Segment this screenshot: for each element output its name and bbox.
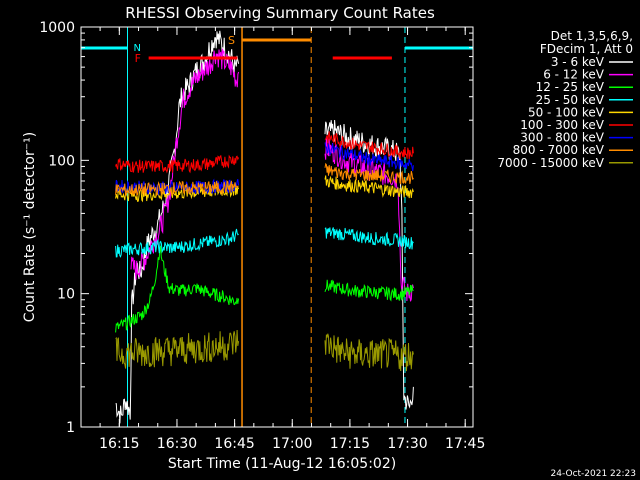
legend-entry-label: 6 - 12 keV (543, 68, 605, 82)
legend-entry-label: 12 - 25 keV (536, 80, 605, 94)
series-line-2-segment-1 (324, 279, 414, 302)
legend-header-detectors: Det 1,3,5,6,9, (551, 29, 633, 43)
legend-entry-label: 50 - 100 keV (528, 105, 605, 119)
x-tick-label: 16:45 (214, 436, 254, 452)
series-line-2-segment-0 (115, 245, 240, 333)
legend-entry-label: 3 - 6 keV (551, 55, 605, 69)
x-tick-label: 17:30 (387, 436, 427, 452)
legend-entry-label: 7000 - 15000 keV (497, 156, 604, 170)
x-tick-label: 16:15 (99, 436, 139, 452)
chart-title: RHESSI Observing Summary Count Rates (125, 4, 435, 22)
night-flag-label: N (134, 43, 141, 54)
legend-entry-label: 25 - 50 keV (536, 93, 605, 107)
series-line-3-segment-1 (324, 226, 414, 250)
data-series (115, 30, 414, 424)
series-line-6-segment-1 (324, 142, 414, 172)
y-axis-label: Count Rate (s⁻¹ detector⁻¹) (22, 132, 38, 322)
y-tick-label: 1 (66, 420, 75, 436)
saa-flag-label: S (228, 34, 235, 47)
y-tick-label: 1000 (39, 20, 75, 36)
series-line-4-segment-0 (115, 183, 240, 203)
series-line-1-segment-1 (324, 136, 414, 302)
series-line-3-segment-0 (115, 228, 239, 258)
x-tick-label: 17:45 (445, 436, 485, 452)
series-line-8-segment-1 (324, 333, 414, 372)
x-tick-label: 17:15 (330, 436, 370, 452)
y-tick-label: 100 (48, 153, 75, 169)
night-saa-bands (127, 27, 406, 427)
x-axis-label: Start Time (11-Aug-12 16:05:02) (168, 456, 396, 472)
y-tick-label: 10 (57, 287, 75, 303)
status-flags: NF S (81, 34, 473, 65)
series-line-7-segment-1 (324, 162, 414, 185)
legend-entry-label: 300 - 800 keV (520, 131, 604, 145)
timestamp: 24-Oct-2021 22:23 (551, 469, 636, 479)
series-line-8-segment-0 (115, 329, 240, 369)
series-line-5-segment-1 (324, 131, 414, 160)
legend-entry-label: 100 - 300 keV (520, 118, 604, 132)
legend-header-fdecim: FDecim 1, Att 0 (540, 42, 633, 56)
y-axis-ticks: 1 10 100 1000 (39, 20, 473, 436)
series-line-4-segment-1 (324, 175, 414, 199)
series-line-5-segment-0 (115, 154, 240, 174)
plot-frame (80, 26, 474, 428)
x-tick-label: 16:30 (157, 436, 197, 452)
flare-flag-label: F (135, 52, 141, 65)
series-line-7-segment-0 (115, 179, 239, 197)
x-axis-ticks: 16:15 16:30 16:45 17:00 17:15 17:30 17:45 (99, 27, 485, 452)
x-tick-label: 17:00 (272, 436, 312, 452)
legend-entry-label: 800 - 7000 keV (513, 143, 605, 157)
